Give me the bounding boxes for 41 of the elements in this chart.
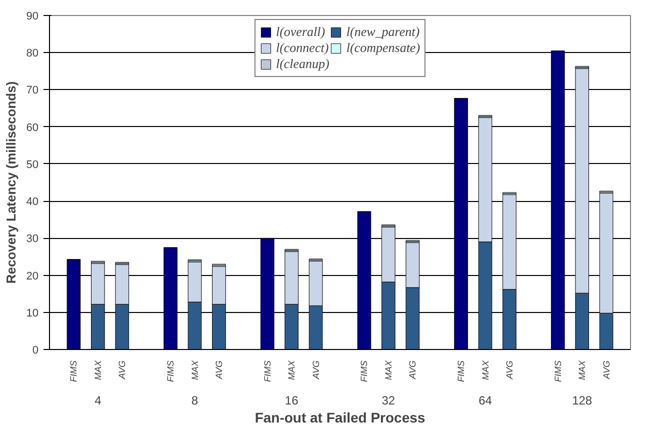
x-tick-label: MAX (190, 360, 200, 380)
x-tick-label: FIMS (359, 360, 370, 382)
x-tick-label: AVG (117, 360, 128, 380)
text: 8 (191, 394, 198, 408)
y-tick-label: 0 (32, 344, 39, 356)
x-tick-label: FIMS (456, 360, 466, 382)
y-axis-title: Recovery Latency (milliseconds) (3, 81, 18, 284)
x-tick-label: AVG (408, 360, 418, 380)
legend-label: l(overall) (276, 24, 326, 40)
text: 4 (94, 394, 102, 408)
legend-label: l(new_parent) (346, 24, 420, 40)
y-tick-label: 10 (26, 307, 39, 320)
x-tick-label: MAX (383, 360, 394, 380)
legend-label: l(connect) (276, 40, 329, 56)
x-tick-label: FIMS (552, 360, 563, 382)
text: 128 (572, 394, 592, 408)
x-tick-label: AVG (214, 360, 224, 380)
text: 32 (382, 394, 396, 408)
y-tick-label: 50 (26, 158, 39, 171)
x-tick-label: AVG (310, 360, 321, 380)
y-tick-label: 60 (26, 122, 39, 134)
x-tick-label: MAX (286, 360, 297, 380)
x-tick-label: MAX (92, 360, 103, 380)
legend-label: l(cleanup) (276, 56, 330, 72)
y-tick-label: 90 (26, 10, 39, 22)
x-tick-label: AVG (504, 360, 514, 380)
text: 16 (284, 394, 299, 408)
x-tick-label: MAX (577, 360, 588, 380)
text: 64 (478, 394, 492, 408)
x-axis-title: Fan-out at Failed Process (254, 410, 426, 426)
y-tick-label: 30 (26, 233, 39, 246)
y-tick-label: 40 (26, 196, 39, 208)
x-tick-label: MAX (480, 360, 490, 380)
x-tick-label: FIMS (262, 360, 272, 382)
y-tick-label: 70 (26, 84, 39, 97)
x-tick-label: AVG (601, 360, 612, 380)
y-tick-label: 80 (26, 48, 39, 60)
x-tick-label: FIMS (166, 360, 176, 382)
legend-label: l(compensate) (346, 40, 420, 56)
y-tick-label: 20 (26, 270, 39, 282)
x-tick-label: FIMS (68, 360, 79, 382)
